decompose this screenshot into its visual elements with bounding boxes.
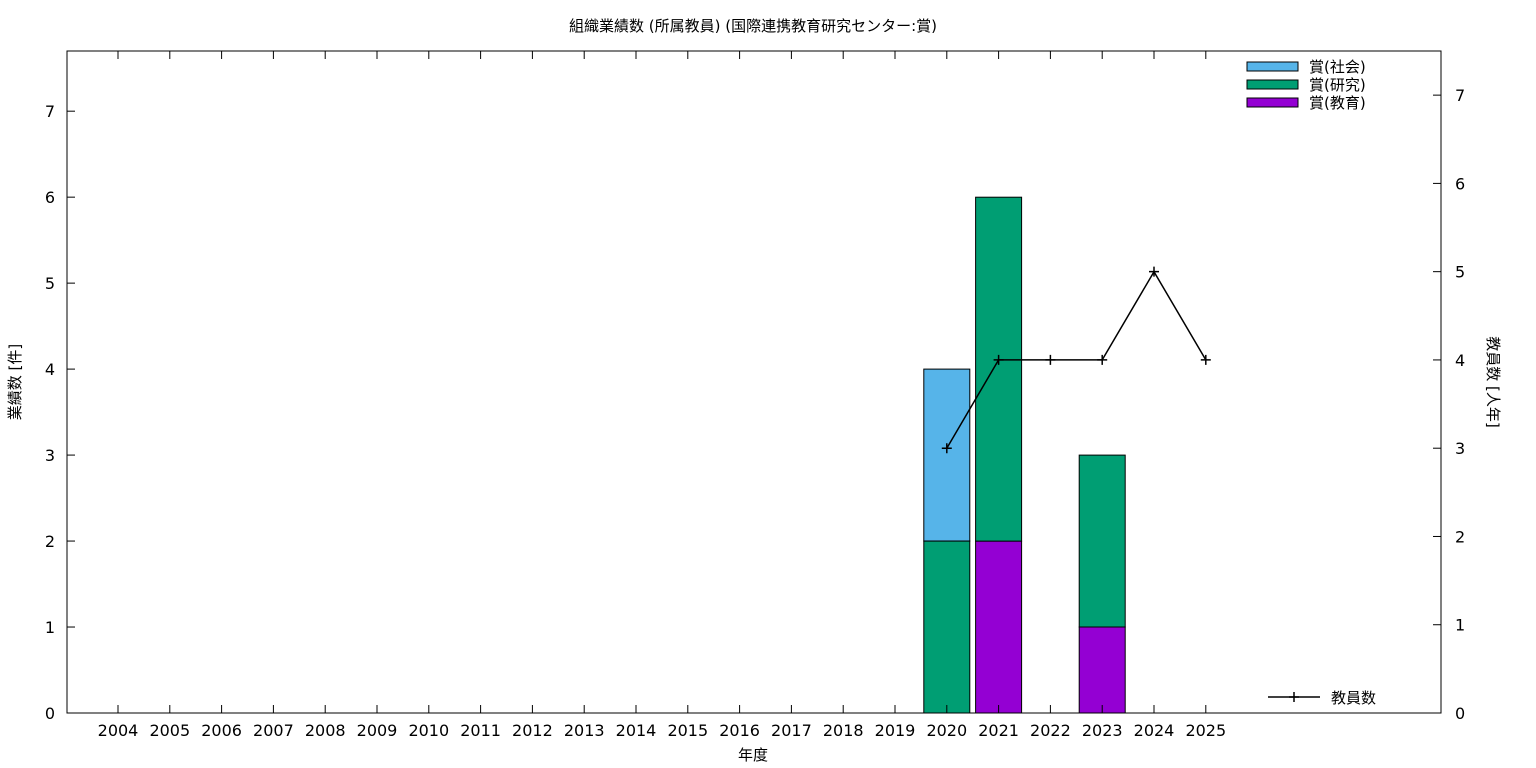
- x-tick-label: 2012: [512, 721, 553, 740]
- bar-2020-賞(社会): [923, 368, 971, 542]
- y-axis-label: 業績数 [件]: [6, 344, 24, 420]
- x-tick-label: 2015: [667, 721, 708, 740]
- legend-line-marker: [1289, 692, 1299, 702]
- x-tick-label: 2016: [719, 721, 760, 740]
- y-tick-label: 0: [45, 704, 55, 723]
- y2-tick-label: 0: [1455, 704, 1465, 723]
- chart-title: 組織業績数 (所属教員) (国際連携教育研究センター:賞): [569, 17, 937, 35]
- line-point-2024: [1149, 266, 1159, 277]
- y-tick-label: 3: [45, 446, 55, 465]
- legend-swatch: [1246, 61, 1299, 72]
- y2-tick-label: 5: [1455, 263, 1465, 282]
- x-tick-label: 2020: [926, 721, 967, 740]
- line-point-2023: [1097, 354, 1108, 365]
- line-教員数: [946, 270, 1207, 449]
- legend-label: 賞(教育): [1309, 94, 1366, 112]
- y-tick-label: 2: [45, 532, 55, 551]
- legend-swatch: [1246, 79, 1299, 90]
- x-tick-label: 2023: [1082, 721, 1123, 740]
- x-tick-label: 2011: [460, 721, 501, 740]
- legend-swatch: [1246, 97, 1299, 108]
- x-tick-label: 2013: [564, 721, 605, 740]
- legend-label: 賞(社会): [1309, 58, 1366, 76]
- y2-tick-label: 2: [1455, 527, 1465, 546]
- x-tick-label: 2019: [875, 721, 916, 740]
- x-tick-label: 2008: [305, 721, 346, 740]
- x-axis-label: 年度: [738, 746, 768, 764]
- x-tick-label: 2005: [149, 721, 190, 740]
- x-tick-label: 2025: [1185, 721, 1226, 740]
- line-series-group: [941, 266, 1211, 454]
- y2-tick-label: 1: [1455, 616, 1465, 635]
- bar-2021-賞(教育): [975, 540, 1023, 714]
- legend-label: 賞(研究): [1309, 76, 1366, 94]
- line-point-2020: [941, 443, 952, 454]
- line-point-2025: [1200, 354, 1211, 365]
- x-tick-label: 2017: [771, 721, 812, 740]
- bar-2021-賞(研究): [975, 196, 1023, 542]
- legend: 賞(社会)賞(研究)賞(教育) 教員数: [1246, 58, 1376, 707]
- y2-tick-label: 3: [1455, 439, 1465, 458]
- y2-tick-label: 4: [1455, 351, 1465, 370]
- plot-frame: [66, 50, 1442, 714]
- y-tick-label: 5: [45, 274, 55, 293]
- x-tick-label: 2004: [98, 721, 139, 740]
- bars-group: [923, 196, 1126, 714]
- x-tick-label: 2024: [1134, 721, 1175, 740]
- y-tick-label: 1: [45, 618, 55, 637]
- bar-2023-賞(教育): [1078, 626, 1126, 714]
- x-tick-label: 2010: [408, 721, 449, 740]
- y-tick-label: 6: [45, 188, 55, 207]
- x-tick-label: 2021: [978, 721, 1019, 740]
- x-tick-label: 2022: [1030, 721, 1071, 740]
- x-tick-label: 2007: [253, 721, 294, 740]
- x-tick-label: 2014: [616, 721, 657, 740]
- line-point-2022: [1045, 354, 1056, 365]
- x-tick-label: 2009: [357, 721, 398, 740]
- y2-tick-label: 6: [1455, 174, 1465, 193]
- y-tick-label: 4: [45, 360, 55, 379]
- bar-2023-賞(研究): [1078, 454, 1126, 628]
- line-point-2021: [993, 354, 1004, 365]
- x-tick-label: 2006: [201, 721, 242, 740]
- legend-label: 教員数: [1331, 689, 1376, 707]
- x-tick-label: 2018: [823, 721, 864, 740]
- y2-tick-label: 7: [1455, 86, 1465, 105]
- y2-axis-label: 教員数 [人年]: [1484, 336, 1502, 427]
- bar-2020-賞(研究): [923, 540, 971, 714]
- axes-group: 0 1 2 3 4 5 6 7 0 1 2 3 4 5 6 7 2004 2005 2006 2007 2008 2009…: [45, 51, 1465, 740]
- y-tick-label: 7: [45, 102, 55, 121]
